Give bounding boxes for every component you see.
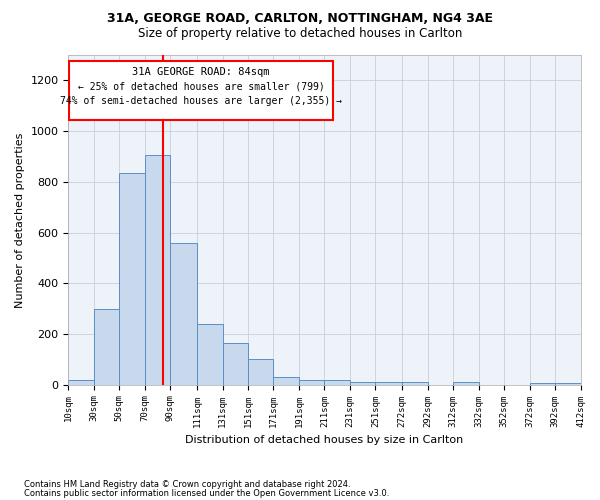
Bar [145, 155, 170, 384]
Bar [402, 382, 428, 384]
Y-axis label: Number of detached properties: Number of detached properties [15, 132, 25, 308]
Text: 74% of semi-detached houses are larger (2,355) →: 74% of semi-detached houses are larger (… [60, 96, 342, 106]
X-axis label: Distribution of detached houses by size in Carlton: Distribution of detached houses by size … [185, 435, 464, 445]
Text: 31A GEORGE ROAD: 84sqm: 31A GEORGE ROAD: 84sqm [132, 67, 269, 77]
Bar [197, 324, 223, 384]
Text: 31A, GEORGE ROAD, CARLTON, NOTTINGHAM, NG4 3AE: 31A, GEORGE ROAD, CARLTON, NOTTINGHAM, N… [107, 12, 493, 26]
FancyBboxPatch shape [69, 62, 333, 120]
Bar [350, 382, 376, 384]
Text: Contains HM Land Registry data © Crown copyright and database right 2024.: Contains HM Land Registry data © Crown c… [24, 480, 350, 489]
Bar [325, 380, 350, 384]
Bar [453, 382, 479, 384]
Bar [376, 382, 402, 384]
Text: Contains public sector information licensed under the Open Government Licence v3: Contains public sector information licen… [24, 489, 389, 498]
Bar [299, 380, 325, 384]
Text: ← 25% of detached houses are smaller (799): ← 25% of detached houses are smaller (79… [77, 82, 324, 92]
Bar [68, 380, 94, 384]
Bar [94, 308, 119, 384]
Bar [119, 173, 145, 384]
Bar [248, 360, 274, 384]
Text: Size of property relative to detached houses in Carlton: Size of property relative to detached ho… [138, 28, 462, 40]
Bar [274, 377, 299, 384]
Bar [223, 343, 248, 384]
Bar [170, 242, 197, 384]
